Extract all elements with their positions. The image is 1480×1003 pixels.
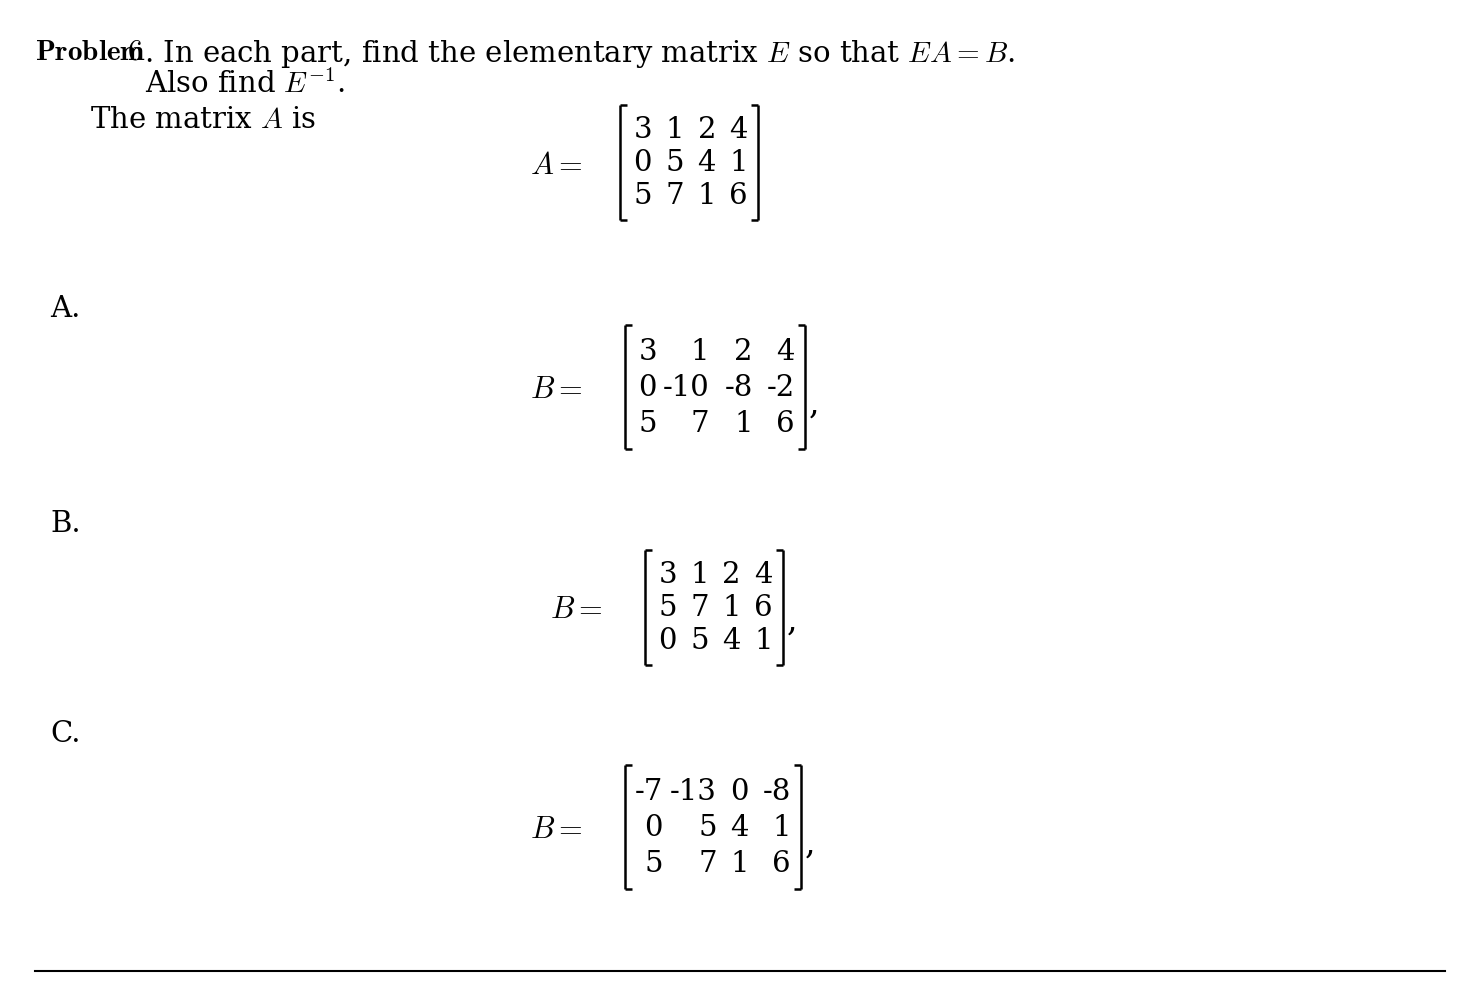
Text: $\mathbf{Problem}$: $\mathbf{Problem}$ (36, 38, 147, 66)
Text: 1: 1 (691, 338, 709, 366)
Text: ,: , (787, 606, 798, 637)
Text: 5: 5 (638, 409, 657, 437)
Text: A.: A. (50, 295, 80, 323)
Text: 1: 1 (722, 594, 741, 622)
Text: 5: 5 (666, 148, 684, 177)
Text: $\mathbf{6}$: $\mathbf{6}$ (127, 38, 142, 66)
Text: $B =$: $B =$ (530, 813, 583, 845)
Text: The matrix $A$ is: The matrix $A$ is (90, 106, 317, 133)
Text: 2: 2 (734, 338, 753, 366)
Text: ,: , (810, 388, 820, 420)
Text: 5: 5 (659, 594, 676, 622)
Text: 0: 0 (638, 374, 657, 401)
Text: -13: -13 (670, 777, 716, 805)
Text: 6: 6 (773, 850, 790, 878)
Text: 4: 4 (722, 627, 741, 654)
Text: -8: -8 (762, 777, 790, 805)
Text: 1: 1 (730, 148, 747, 177)
Text: 0: 0 (659, 627, 676, 654)
Text: -7: -7 (635, 777, 663, 805)
Text: 6: 6 (777, 409, 795, 437)
Text: 1: 1 (755, 627, 773, 654)
Text: 2: 2 (722, 561, 741, 589)
Text: 3: 3 (638, 338, 657, 366)
Text: 7: 7 (690, 594, 709, 622)
Text: 4: 4 (777, 338, 795, 366)
Text: 7: 7 (690, 409, 709, 437)
Text: 5: 5 (699, 813, 716, 842)
Text: 3: 3 (633, 116, 653, 143)
Text: 0: 0 (644, 813, 663, 842)
Text: 4: 4 (730, 116, 747, 143)
Text: 1: 1 (731, 850, 749, 878)
Text: 4: 4 (731, 813, 749, 842)
Text: 0: 0 (633, 148, 653, 177)
Text: 6: 6 (755, 594, 773, 622)
Text: C.: C. (50, 719, 80, 747)
Text: . In each part, find the elementary matrix $E$ so that $EA = B$.: . In each part, find the elementary matr… (144, 38, 1015, 70)
Text: -8: -8 (725, 374, 753, 401)
Text: 1: 1 (697, 182, 716, 210)
Text: 5: 5 (644, 850, 663, 878)
Text: 1: 1 (666, 116, 684, 143)
Text: 4: 4 (697, 148, 716, 177)
Text: $B =$: $B =$ (530, 374, 583, 405)
Text: 1: 1 (773, 813, 790, 842)
Text: 7: 7 (699, 850, 716, 878)
Text: 5: 5 (691, 627, 709, 654)
Text: 6: 6 (730, 182, 747, 210)
Text: 0: 0 (731, 777, 749, 805)
Text: 1: 1 (691, 561, 709, 589)
Text: -2: -2 (767, 374, 795, 401)
Text: 2: 2 (697, 116, 716, 143)
Text: B.: B. (50, 510, 80, 538)
Text: 4: 4 (755, 561, 773, 589)
Text: ,: , (805, 828, 815, 861)
Text: $A =$: $A =$ (530, 149, 582, 181)
Text: 3: 3 (659, 561, 676, 589)
Text: 1: 1 (734, 409, 753, 437)
Text: Also find $E^{-1}$.: Also find $E^{-1}$. (145, 70, 345, 99)
Text: $B =$: $B =$ (551, 594, 602, 625)
Text: 7: 7 (666, 182, 684, 210)
Text: -10: -10 (662, 374, 709, 401)
Text: 5: 5 (633, 182, 653, 210)
